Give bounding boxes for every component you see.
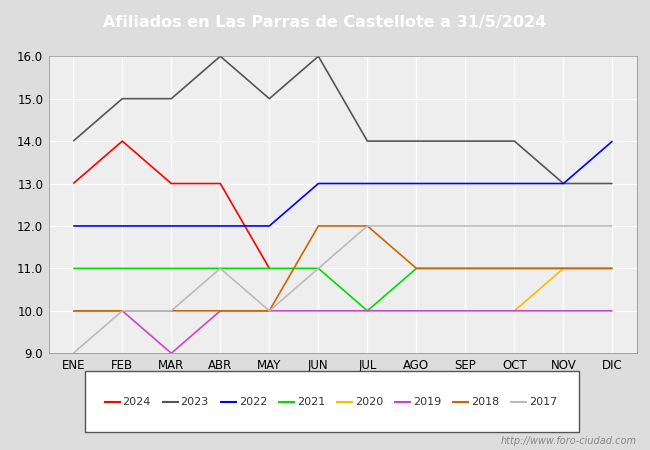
Text: http://www.foro-ciudad.com: http://www.foro-ciudad.com bbox=[501, 436, 637, 446]
Text: 2021: 2021 bbox=[296, 396, 325, 407]
Text: 2018: 2018 bbox=[471, 396, 499, 407]
Text: 2017: 2017 bbox=[529, 396, 557, 407]
Text: 2020: 2020 bbox=[355, 396, 383, 407]
Text: 2023: 2023 bbox=[181, 396, 209, 407]
FancyBboxPatch shape bbox=[84, 371, 578, 432]
Text: 2022: 2022 bbox=[239, 396, 267, 407]
Text: 2019: 2019 bbox=[413, 396, 441, 407]
Text: 2024: 2024 bbox=[123, 396, 151, 407]
Text: Afiliados en Las Parras de Castellote a 31/5/2024: Afiliados en Las Parras de Castellote a … bbox=[103, 15, 547, 30]
